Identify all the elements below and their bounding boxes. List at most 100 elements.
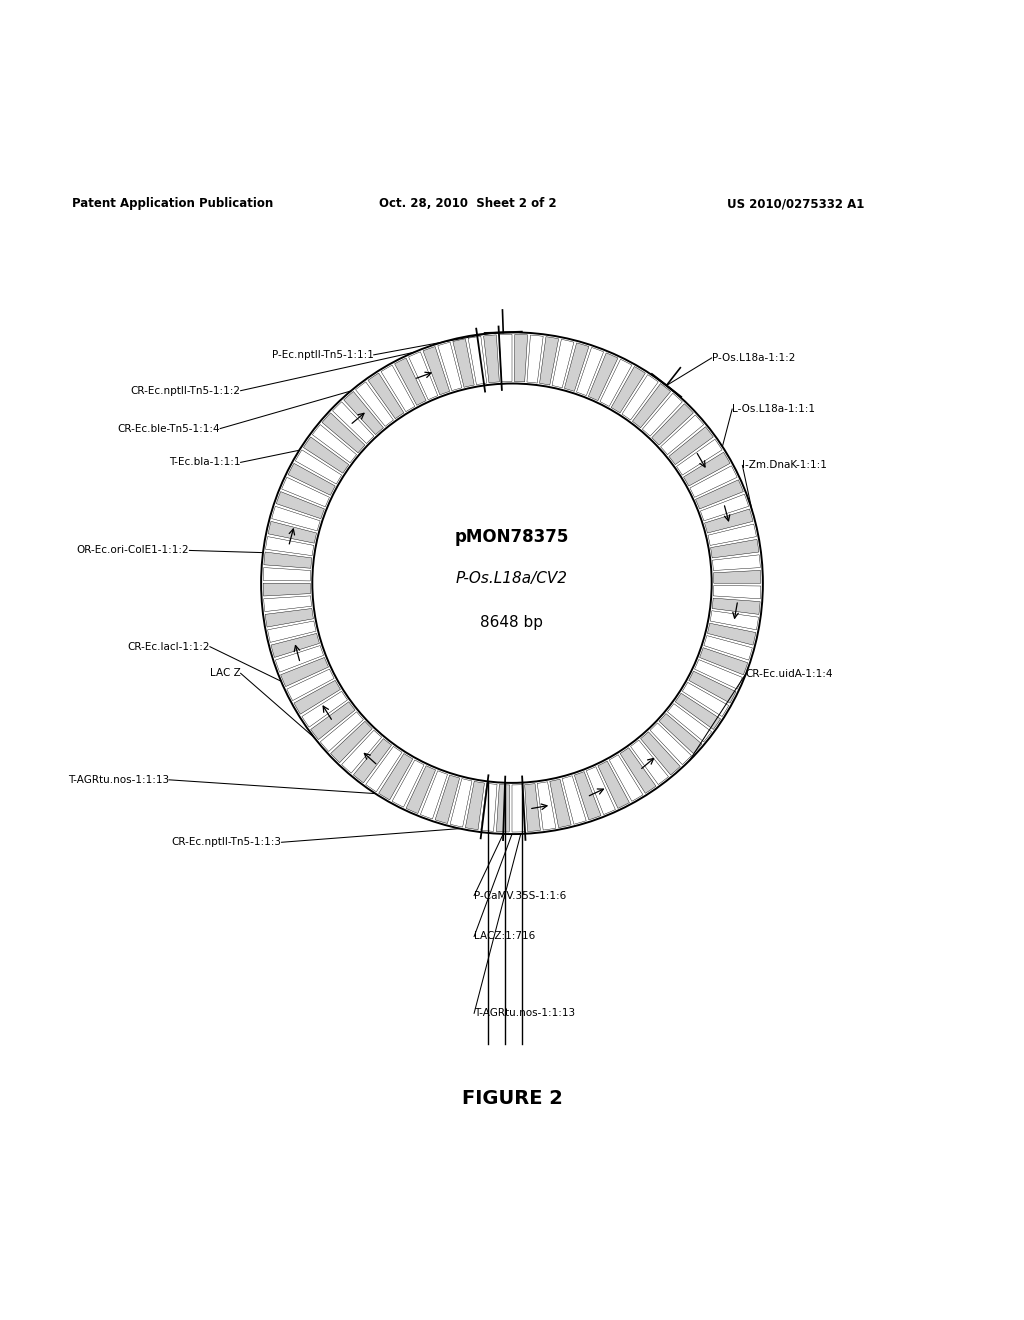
Wedge shape [527,335,543,383]
Wedge shape [684,453,730,486]
Wedge shape [275,645,324,672]
Wedge shape [714,586,761,599]
Wedge shape [700,494,749,521]
Wedge shape [669,426,714,465]
Wedge shape [333,401,374,444]
Wedge shape [331,721,373,763]
Wedge shape [368,374,403,418]
Wedge shape [668,704,712,742]
Wedge shape [394,358,426,405]
Text: L-Os.L18a-1:1:1: L-Os.L18a-1:1:1 [732,404,815,414]
Wedge shape [499,334,512,381]
Wedge shape [392,760,424,807]
Wedge shape [468,337,486,384]
Wedge shape [453,339,474,387]
Wedge shape [265,609,313,627]
Wedge shape [694,660,742,689]
Wedge shape [621,747,656,793]
Wedge shape [631,741,669,784]
Wedge shape [276,491,325,519]
Text: OR-Ec.ori-ColE1-1:1:2: OR-Ec.ori-ColE1-1:1:2 [77,545,189,556]
Wedge shape [310,702,355,739]
Wedge shape [407,766,435,813]
Wedge shape [675,693,721,730]
Wedge shape [366,746,402,792]
Wedge shape [699,648,748,675]
Wedge shape [271,507,321,531]
Wedge shape [451,779,472,828]
Wedge shape [552,339,573,388]
Text: CR-Ec.uidA-1:1:4: CR-Ec.uidA-1:1:4 [745,669,833,680]
Wedge shape [281,657,329,686]
Text: FIGURE 2: FIGURE 2 [462,1089,562,1107]
Wedge shape [302,692,347,727]
Text: P-Ec.nptII-Tn5-1:1:1: P-Ec.nptII-Tn5-1:1:1 [272,350,374,360]
Wedge shape [267,620,316,643]
Wedge shape [344,392,383,434]
Wedge shape [321,711,364,751]
Text: US 2010/0275332 A1: US 2010/0275332 A1 [727,197,864,210]
Text: CR-Ec.nptII-Tn5-1:1:2: CR-Ec.nptII-Tn5-1:1:2 [131,385,241,396]
Wedge shape [303,437,349,473]
Wedge shape [438,342,462,391]
Wedge shape [264,552,312,568]
Text: CR-Ec.ble-Tn5-1:1:4: CR-Ec.ble-Tn5-1:1:4 [118,424,220,433]
Text: Patent Application Publication: Patent Application Publication [72,197,273,210]
Wedge shape [708,623,756,645]
Wedge shape [312,425,356,463]
Text: LAC Z: LAC Z [210,668,241,678]
Wedge shape [633,384,671,428]
Wedge shape [650,723,691,764]
Wedge shape [705,510,753,533]
Text: CR-Ec.lacI-1:1:2: CR-Ec.lacI-1:1:2 [127,642,210,652]
Wedge shape [651,404,693,445]
Wedge shape [695,479,743,510]
Wedge shape [421,771,447,818]
Wedge shape [574,772,601,820]
Text: P-CaMV.35S-1:1:6: P-CaMV.35S-1:1:6 [474,891,566,900]
Wedge shape [690,466,737,498]
Wedge shape [659,714,701,754]
Text: CR-Ec.nptII-Tn5-1:1:3: CR-Ec.nptII-Tn5-1:1:3 [172,837,282,847]
Wedge shape [423,347,450,395]
Wedge shape [268,521,316,543]
Text: P-Os.L18a/CV2: P-Os.L18a/CV2 [456,570,568,586]
Wedge shape [677,440,722,475]
Wedge shape [712,598,760,614]
Wedge shape [483,335,500,383]
Wedge shape [622,375,658,420]
Wedge shape [564,343,589,391]
Text: 8648 bp: 8648 bp [480,615,544,630]
Wedge shape [282,478,330,507]
Text: T-AGRtu.nos-1:1:13: T-AGRtu.nos-1:1:13 [68,775,169,785]
Text: I-Zm.DnaK-1:1:1: I-Zm.DnaK-1:1:1 [742,461,827,470]
Text: T-AGRtu.nos-1:1:13: T-AGRtu.nos-1:1:13 [474,1008,575,1018]
Wedge shape [435,775,460,824]
Wedge shape [353,739,391,783]
Wedge shape [355,381,393,426]
Wedge shape [524,784,541,832]
Wedge shape [271,634,319,657]
Wedge shape [263,595,311,611]
Wedge shape [708,524,757,545]
Wedge shape [714,570,761,583]
Wedge shape [577,347,603,396]
Wedge shape [611,367,645,413]
Wedge shape [562,776,586,824]
Text: LACZ:1:716: LACZ:1:716 [474,932,536,941]
Wedge shape [540,337,559,385]
Wedge shape [481,783,497,832]
Wedge shape [342,730,382,774]
Wedge shape [703,635,753,660]
Wedge shape [711,611,759,630]
Wedge shape [600,359,632,407]
Text: P-Os.L18a-1:1:2: P-Os.L18a-1:1:2 [712,352,795,363]
Wedge shape [609,755,643,801]
Wedge shape [713,554,761,570]
Wedge shape [660,414,703,454]
Wedge shape [294,680,340,714]
Wedge shape [497,784,510,832]
Wedge shape [642,393,682,436]
Wedge shape [287,669,334,701]
Wedge shape [587,767,615,814]
